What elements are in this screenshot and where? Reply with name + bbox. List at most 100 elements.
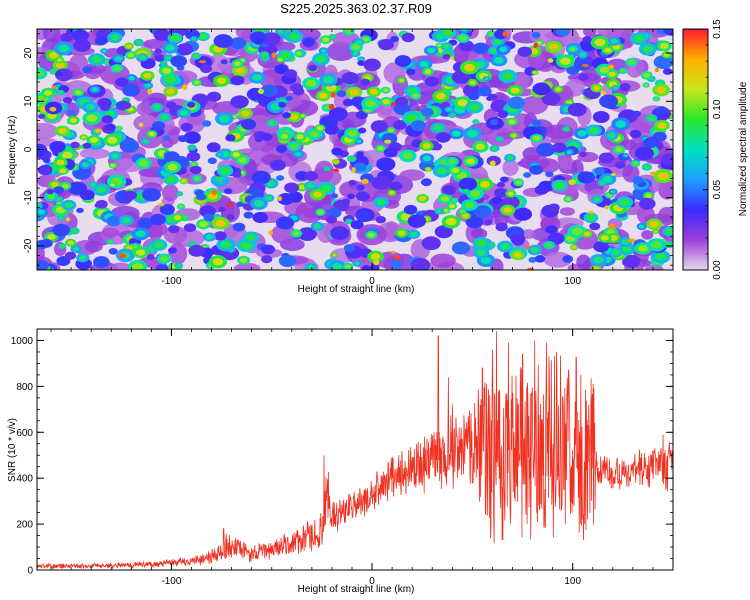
speckle-core: [313, 191, 323, 198]
speckle-core: [382, 88, 389, 93]
speckle-core: [593, 267, 600, 270]
speckle-blob: [552, 142, 567, 153]
speckle-blob: [541, 91, 561, 106]
speckle-blob: [562, 255, 574, 263]
speckle-core: [127, 52, 135, 58]
speckle-blob: [339, 181, 363, 199]
speckle-core: [345, 29, 353, 34]
speckle-blob: [232, 171, 242, 178]
speckle-core: [426, 167, 431, 171]
speckle-core: [459, 35, 467, 41]
speckle-core: [139, 55, 146, 60]
speckle-blob: [362, 265, 371, 270]
speckle-blob: [38, 113, 46, 119]
speckle-core: [113, 66, 121, 71]
speckle-blob: [629, 129, 642, 139]
speckle-core: [457, 99, 468, 107]
speckle-blob: [376, 157, 396, 172]
snr-y-axis-label: SNR (10 * v/v): [7, 418, 18, 482]
speckle-peak: [373, 259, 380, 266]
colorbar-gradient: [682, 28, 709, 271]
speckle-core: [81, 135, 87, 139]
speckle-peak: [489, 160, 496, 167]
speckle-core: [51, 182, 59, 188]
speckle-blob: [73, 39, 91, 52]
speckle-core: [142, 139, 149, 144]
speckle-blob: [573, 58, 591, 71]
speckle-core: [621, 239, 630, 245]
speckle-peak: [147, 88, 153, 95]
speckle-core: [135, 40, 142, 45]
y-tick-label: 20: [23, 47, 34, 59]
speckle-blob: [233, 262, 261, 270]
speckle-blob: [37, 259, 49, 270]
speckle-blob: [230, 37, 247, 50]
speckle-core: [500, 243, 510, 250]
speckle-blob: [304, 171, 319, 181]
speckle-core: [51, 69, 57, 74]
speckle-peak: [271, 52, 277, 58]
y-tick-label: -20: [23, 238, 34, 253]
speckle-blob: [314, 160, 335, 183]
speckle-core: [122, 217, 131, 224]
speckle-core: [75, 90, 82, 95]
x-tick-label: 0: [369, 576, 375, 587]
speckle-blob: [271, 224, 296, 244]
speckle-core: [599, 66, 610, 74]
speckle-blob: [183, 131, 201, 144]
speckle-blob: [133, 115, 156, 132]
speckle-core: [511, 133, 517, 138]
speckle-core: [365, 100, 376, 108]
speckle-core: [191, 162, 197, 167]
speckle-core: [58, 91, 63, 95]
speckle-core: [126, 44, 132, 49]
speckle-core: [446, 107, 452, 112]
speckle-blob: [356, 184, 365, 191]
speckle-core: [464, 63, 475, 72]
x-tick-label: 100: [564, 576, 581, 587]
speckle-blob: [102, 227, 120, 238]
speckle-blob: [72, 29, 89, 42]
speckle-core: [37, 209, 46, 215]
speckle-core: [289, 113, 299, 120]
speckle-blob: [643, 137, 658, 149]
speckle-core: [90, 182, 96, 187]
speckle-core: [569, 47, 576, 51]
speckle-core: [615, 147, 623, 153]
speckle-core: [59, 168, 67, 173]
speckle-core: [277, 58, 283, 62]
speckle-core: [58, 44, 70, 53]
heatmap-y-axis-label: Frequency (Hz): [7, 116, 18, 185]
speckle-blob: [593, 241, 609, 253]
speckle-core: [473, 120, 478, 124]
speckle-blob: [200, 64, 213, 74]
speckle-core: [161, 61, 166, 65]
speckle-core: [577, 130, 587, 137]
speckle-blob: [274, 64, 289, 75]
speckle-core: [164, 75, 176, 84]
speckle-core: [216, 77, 227, 84]
speckle-core: [64, 202, 74, 209]
speckle-blob: [582, 36, 592, 43]
speckle-peak: [49, 107, 57, 112]
speckle-core: [332, 262, 343, 270]
speckle-blob: [225, 134, 236, 142]
speckle-blob: [142, 187, 161, 202]
speckle-core: [651, 241, 662, 249]
speckle-core: [132, 263, 144, 270]
speckle-blob: [165, 101, 177, 109]
speckle-blob: [105, 123, 116, 131]
speckle-blob: [49, 141, 66, 153]
speckle-blob: [401, 32, 415, 43]
speckle-core: [154, 241, 164, 249]
speckle-core: [47, 193, 55, 200]
speckle-core: [503, 207, 513, 214]
speckle-blob: [653, 55, 673, 69]
speckle-core: [555, 87, 562, 92]
speckle-core: [333, 160, 339, 164]
speckle-blob: [520, 95, 549, 115]
speckle-blob: [226, 214, 235, 220]
speckle-blob: [472, 42, 490, 55]
speckle-blob: [284, 182, 300, 194]
